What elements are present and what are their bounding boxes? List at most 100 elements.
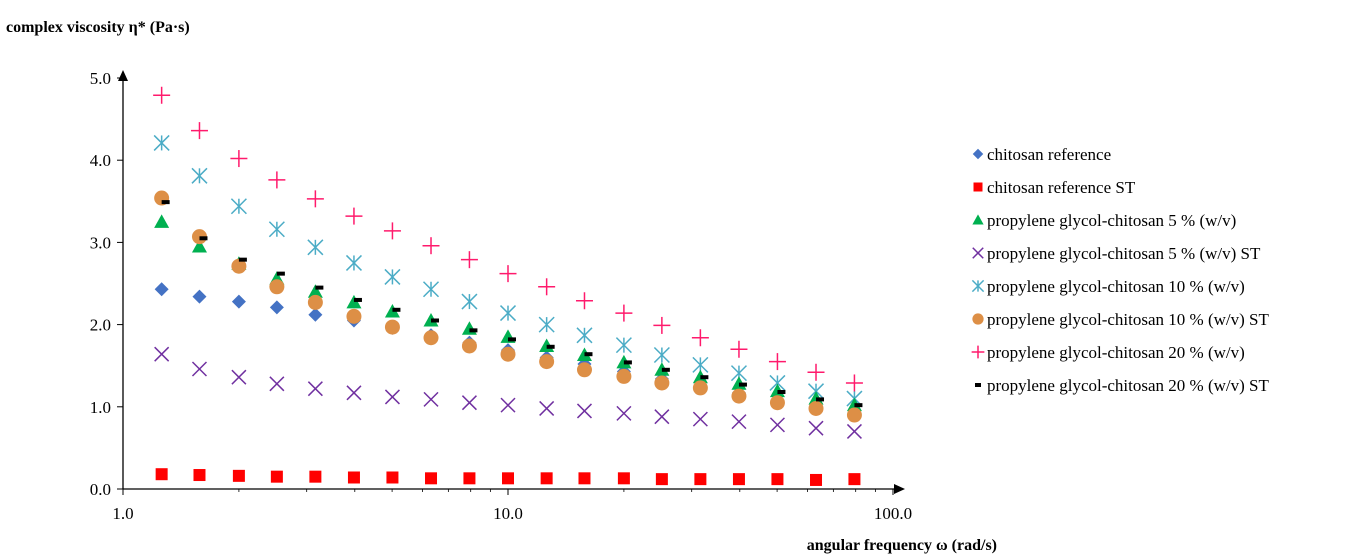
data-point (268, 171, 286, 189)
data-point (191, 167, 208, 184)
data-point (384, 268, 401, 285)
legend-marker (975, 383, 981, 387)
data-point (808, 420, 824, 436)
data-point (307, 294, 323, 310)
data-point (575, 292, 593, 310)
data-point (422, 237, 440, 255)
series-5 (153, 134, 863, 407)
data-point (347, 471, 360, 484)
data-point (661, 367, 670, 372)
data-point (700, 375, 709, 380)
data-point (692, 380, 708, 396)
axes: 0.01.02.03.04.05.01.0 10.0 100.0 (90, 69, 912, 523)
data-point (191, 239, 207, 253)
legend-marker (972, 148, 984, 160)
data-point (422, 281, 440, 298)
data-point (153, 134, 170, 151)
data-point (615, 337, 632, 354)
data-point (315, 285, 324, 290)
data-point (730, 340, 748, 358)
data-point (499, 305, 517, 322)
data-point (384, 319, 400, 335)
data-point (383, 222, 401, 240)
data-point (269, 279, 285, 295)
data-point (738, 382, 747, 387)
legend-marker (971, 345, 985, 359)
data-point (309, 470, 322, 483)
legend-item: propylene glycol-chitosan 5 % (w/v) (972, 211, 1236, 230)
data-point (461, 338, 477, 354)
data-point (769, 395, 785, 411)
data-point (161, 200, 170, 205)
data-point (578, 472, 591, 485)
data-point (616, 368, 632, 384)
data-point (238, 257, 247, 262)
data-point (694, 473, 707, 486)
legend-marker (973, 182, 983, 192)
data-point (232, 469, 245, 482)
data-point (546, 344, 555, 349)
data-point (431, 318, 440, 323)
data-point (193, 469, 206, 482)
legend-item: propylene glycol-chitosan 20 % (w/v) (971, 343, 1245, 362)
data-point (854, 403, 863, 408)
x-tick-label: 100.0 (874, 504, 912, 523)
data-point (846, 423, 862, 439)
data-point (199, 236, 208, 241)
data-point (425, 472, 438, 485)
data-point (469, 328, 478, 333)
data-point (461, 395, 477, 411)
x-tick-label: 10.0 (493, 504, 523, 523)
data-point (771, 473, 784, 486)
data-point (423, 330, 439, 346)
data-point (576, 403, 593, 419)
data-point (308, 307, 323, 322)
data-point (807, 363, 825, 381)
data-point (230, 150, 248, 168)
series-8 (161, 200, 863, 408)
x-tick-label: 1.0 (112, 504, 133, 523)
data-point (616, 405, 632, 421)
data-point (846, 407, 862, 423)
data-point (230, 198, 247, 215)
data-point (192, 289, 207, 304)
data-points (153, 86, 863, 486)
data-point (191, 361, 208, 377)
y-tick-label: 4.0 (90, 151, 111, 170)
data-point (463, 472, 476, 485)
legend-marker (971, 279, 985, 293)
legend-marker (972, 313, 984, 325)
data-point (307, 239, 324, 256)
data-point (777, 390, 786, 395)
data-point (461, 293, 478, 310)
data-point (307, 284, 323, 298)
data-point (654, 375, 670, 391)
data-point (845, 374, 863, 392)
data-point (154, 282, 169, 297)
data-point (386, 471, 399, 484)
data-point (539, 354, 555, 370)
data-point (691, 329, 709, 347)
data-point (155, 468, 168, 481)
data-point (810, 473, 823, 486)
data-point (154, 346, 170, 362)
y-tick-label: 5.0 (90, 69, 111, 88)
data-point (538, 316, 555, 333)
legend-label: chitosan reference ST (987, 178, 1136, 197)
data-point (615, 304, 633, 322)
data-point (307, 381, 323, 397)
data-point (617, 472, 630, 485)
data-point (154, 214, 170, 228)
legend-label: propylene glycol-chitosan 5 % (w/v) ST (987, 244, 1261, 263)
data-point (816, 397, 825, 402)
data-point (345, 254, 362, 271)
data-point (653, 316, 671, 334)
data-point (502, 472, 514, 485)
y-axis-arrow (118, 70, 128, 81)
data-point (508, 337, 516, 342)
series-7 (153, 86, 863, 392)
y-tick-label: 0.0 (90, 480, 111, 499)
data-point (346, 385, 362, 401)
data-point (345, 207, 363, 225)
